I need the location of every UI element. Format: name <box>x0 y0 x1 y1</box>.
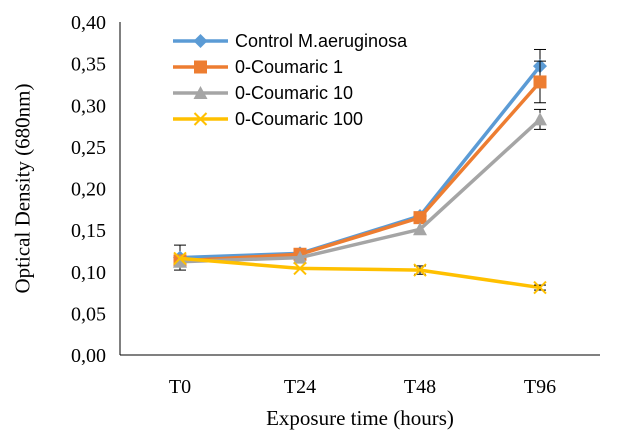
x-tick-label: T0 <box>169 376 191 398</box>
series-3 <box>173 251 547 295</box>
y-tick-label: 0,35 <box>71 54 106 76</box>
x-tick-labels: T0 T24 T48 T96 <box>169 376 556 398</box>
legend-label: 0-Coumaric 100 <box>235 109 363 129</box>
series-line <box>179 80 542 263</box>
y-tick-labels: 0,00 0,05 0,10 0,15 0,20 0,25 0,30 0,35 0,40 <box>71 12 106 367</box>
series-line <box>179 65 542 260</box>
y-tick-label: 0,20 <box>71 179 106 201</box>
data-point <box>533 112 547 126</box>
y-tick-label: 0,40 <box>71 12 106 34</box>
series-line <box>179 118 542 264</box>
series-layer <box>173 48 547 295</box>
x-axis-title: Exposure time (hours) <box>266 406 454 430</box>
y-tick-label: 0,30 <box>71 95 106 117</box>
data-point <box>413 211 427 225</box>
y-tick-label: 0,00 <box>71 345 106 367</box>
legend-label: Control M.aeruginosa <box>235 31 408 51</box>
legend-item: 0-Coumaric 100 <box>173 109 363 129</box>
legend-label: 0-Coumaric 1 <box>235 57 343 77</box>
data-point <box>413 263 427 277</box>
data-point <box>173 254 187 268</box>
data-point <box>293 250 307 264</box>
axes <box>119 22 600 356</box>
data-point <box>413 222 427 236</box>
y-tick-label: 0,05 <box>71 303 106 325</box>
legend-marker <box>193 112 208 126</box>
legend-label: 0-Coumaric 10 <box>235 83 353 103</box>
y-tick-label: 0,25 <box>71 137 106 159</box>
legend: Control M.aeruginosa 0-Coumaric 1 0-Coumar… <box>173 31 408 129</box>
legend-item: Control M.aeruginosa <box>173 31 408 51</box>
data-point <box>533 280 547 295</box>
data-point <box>173 251 187 266</box>
x-tick-label: T24 <box>284 376 316 398</box>
legend-item: 0-Coumaric 10 <box>173 83 353 103</box>
y-axis-title: Optical Density (680nm) <box>10 84 34 294</box>
data-point <box>533 75 547 89</box>
legend-marker <box>193 34 208 48</box>
legend-marker <box>194 60 207 74</box>
series-2 <box>173 108 547 268</box>
y-tick-label: 0,15 <box>71 220 106 242</box>
x-tick-label: T96 <box>524 376 556 398</box>
legend-item: 0-Coumaric 1 <box>173 57 343 77</box>
legend-marker <box>193 86 208 99</box>
data-point <box>293 261 307 276</box>
series-line <box>179 256 541 290</box>
y-tick-label: 0,10 <box>71 262 106 284</box>
x-tick-label: T48 <box>404 376 436 398</box>
